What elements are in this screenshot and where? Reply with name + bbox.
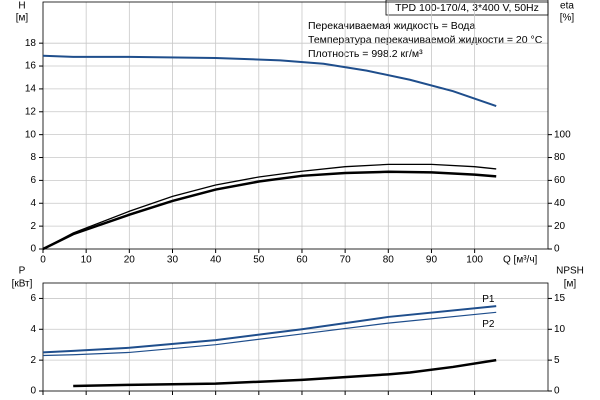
y2-tick-label: 80: [554, 152, 566, 163]
y2-axis-unit: [%]: [560, 13, 575, 24]
curve: [42, 170, 497, 251]
x-tick-label: 30: [167, 255, 179, 266]
series-label: P2: [482, 319, 495, 330]
y-tick-label: 18: [25, 38, 37, 49]
x-tick-label: 70: [340, 255, 352, 266]
y-tick-label: 4: [30, 324, 36, 335]
y-tick-label: 0: [30, 386, 36, 397]
y-tick-label: 2: [30, 355, 36, 366]
y2-tick-label: 60: [554, 175, 566, 186]
y2-tick-label: 0: [554, 244, 560, 255]
y-axis-unit: [кВт]: [12, 279, 33, 290]
y-tick-label: 14: [25, 84, 37, 95]
series-label: P1: [482, 294, 495, 305]
plot-frame: [42, 282, 549, 392]
y-tick-label: 12: [25, 106, 37, 117]
y2-tick-label: 100: [554, 129, 571, 140]
y-tick-label: 0: [30, 244, 36, 255]
y2-tick-label: 5: [554, 355, 560, 366]
y-axis-label: H: [18, 1, 25, 12]
y2-axis-label: NPSH: [556, 266, 584, 277]
curve: [42, 163, 497, 250]
annotation: Температура перекачиваемой жидкости = 20…: [308, 34, 543, 46]
y2-axis-unit: [м]: [564, 279, 577, 290]
y-tick-label: 6: [30, 293, 36, 304]
curve: [42, 311, 497, 357]
plot-frame: [42, 1, 549, 250]
y2-tick-label: 0: [554, 386, 560, 397]
y2-tick-label: 10: [554, 324, 566, 335]
y-tick-label: 8: [30, 152, 36, 163]
y-tick-label: 6: [30, 175, 36, 186]
curve: [42, 54, 497, 108]
annotation: Перекачиваемая жидкость = Вода: [308, 20, 475, 32]
curve: [73, 358, 497, 388]
y-axis-unit: [м]: [16, 13, 29, 24]
x-tick-label: 80: [383, 255, 395, 266]
y-tick-label: 4: [30, 198, 36, 209]
x-tick-label: 10: [81, 255, 93, 266]
curve: [42, 305, 497, 354]
x-tick-label: 40: [210, 255, 222, 266]
x-tick-label: 100: [466, 255, 483, 266]
x-tick-label: 90: [426, 255, 438, 266]
y2-axis-label: eta: [560, 1, 574, 12]
x-tick-label: 60: [296, 255, 308, 266]
x-tick-label: 0: [40, 255, 46, 266]
y-axis-label: P: [19, 266, 26, 277]
y2-tick-label: 20: [554, 221, 566, 232]
x-tick-label: 20: [124, 255, 136, 266]
y2-tick-label: 15: [554, 293, 566, 304]
annotation: Плотность = 998.2 кг/м³: [308, 48, 423, 60]
x-axis-label: Q [м³/ч]: [503, 255, 538, 266]
y-tick-label: 10: [25, 129, 37, 140]
y2-tick-label: 40: [554, 198, 566, 209]
y-tick-label: 16: [25, 61, 37, 72]
chart-title: TPD 100-170/4, 3*400 V, 50Hz: [395, 2, 539, 14]
y-tick-label: 2: [30, 221, 36, 232]
x-tick-label: 50: [253, 255, 265, 266]
